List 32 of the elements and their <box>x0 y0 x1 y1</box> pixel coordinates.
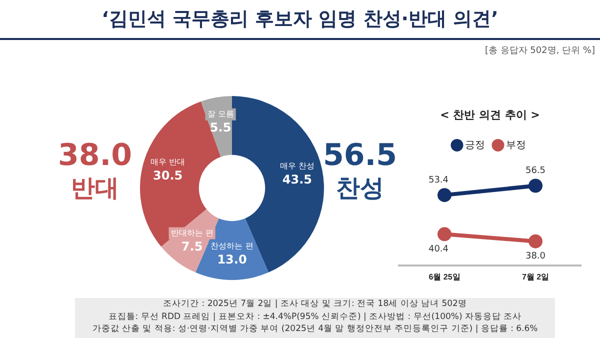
x-tick-label: 6월 25일 <box>428 272 460 282</box>
data-label: 43.5 <box>282 172 312 187</box>
chart-title: < 찬반 의견 추이 > <box>440 108 540 122</box>
legend-label: 부정 <box>506 140 526 151</box>
data-label: 40.4 <box>428 244 449 254</box>
point <box>438 227 452 242</box>
data-label: 7.5 <box>181 239 203 254</box>
point <box>528 234 542 248</box>
chart-title: ‘김민석 국무총리 후보자 임명 찬성·반대 의견’ <box>100 7 500 32</box>
slice-label: 반대하는 편 <box>170 228 214 238</box>
text: 38.0 <box>56 138 134 173</box>
point <box>528 178 542 193</box>
text: 조사기간 : 2025년 7월 2일 | 조사 대상 및 크기: 전국 18세 이상 남녀 502명 <box>162 298 468 310</box>
data-label: 53.4 <box>428 175 449 186</box>
text: 찬성 <box>336 174 384 202</box>
data-label: 56.5 <box>525 166 546 176</box>
text: 표집틀: 무선 RDD 프레임 | 표본오차 : ±4.4%P(95% 신뢰수준) | 조사방법 : 무선(100%) 자동응답 조사 <box>107 310 523 323</box>
slice-label: 매우 반대 <box>150 158 186 167</box>
data-label: 5.5 <box>210 120 232 135</box>
data-label: 38.0 <box>525 252 546 262</box>
legend-label: 긍정 <box>465 140 485 151</box>
text: 56.5 <box>322 138 398 173</box>
data-label: 13.0 <box>217 252 247 267</box>
slice-label: 찬성하는 편 <box>210 242 254 251</box>
data-label: 30.5 <box>152 168 183 183</box>
point <box>438 188 452 202</box>
text: 가중값 산출 및 적용: 성·연령·지역별 가중 부여 (2025년 4월 말 행정안전부 주민등록인구 기준) | 응답률 : 6.6% <box>91 323 539 336</box>
slice-label: 매우 찬성 <box>280 162 314 171</box>
text: [총 응답자 502명, 단위 %] <box>484 45 595 57</box>
x-tick-label: 7월 2일 <box>522 272 550 282</box>
text: 반대 <box>70 173 120 204</box>
slice-label: 잘 모름 <box>207 110 234 119</box>
